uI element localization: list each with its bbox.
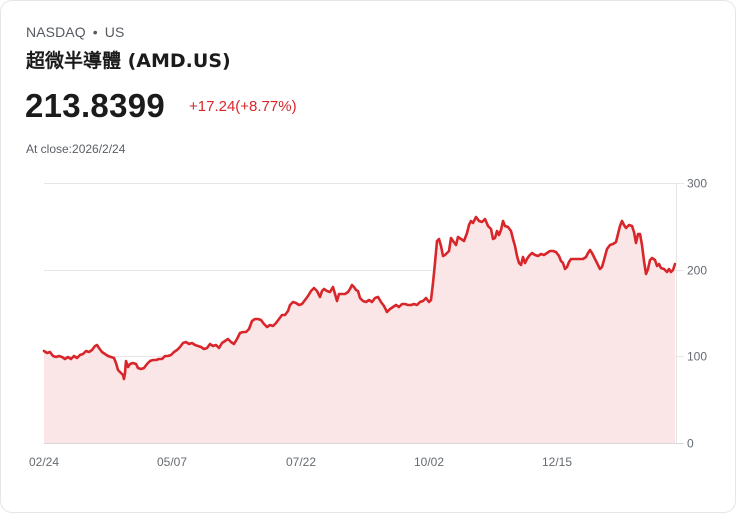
y-tick-label: 100 xyxy=(687,350,707,364)
y-tick-label: 200 xyxy=(687,264,707,278)
price-change: +17.24(+8.77%) xyxy=(189,98,297,115)
close-timestamp: At close:2026/2/24 xyxy=(26,142,126,156)
exchange-info: NASDAQ • US xyxy=(26,24,124,40)
market-name: US xyxy=(104,24,125,40)
x-tick-label: 02/24 xyxy=(29,455,59,469)
y-tick-label: 0 xyxy=(687,437,694,451)
stock-name: 超微半導體 (AMD.US) xyxy=(26,50,231,72)
price-line xyxy=(42,215,677,381)
price-area-fill xyxy=(44,217,675,443)
x-tick-label: 05/07 xyxy=(157,455,187,469)
y-tick-label: 300 xyxy=(687,177,707,191)
x-axis: 02/24 05/07 07/22 10/02 12/15 xyxy=(29,455,572,469)
stock-price: 213.8399 xyxy=(25,87,166,124)
separator-dot: • xyxy=(92,24,98,40)
x-tick-label: 12/15 xyxy=(542,455,572,469)
exchange-name: NASDAQ xyxy=(26,24,86,40)
x-tick-label: 07/22 xyxy=(286,455,316,469)
x-tick-label: 10/02 xyxy=(414,455,444,469)
y-axis: 0 100 200 300 xyxy=(676,177,707,451)
